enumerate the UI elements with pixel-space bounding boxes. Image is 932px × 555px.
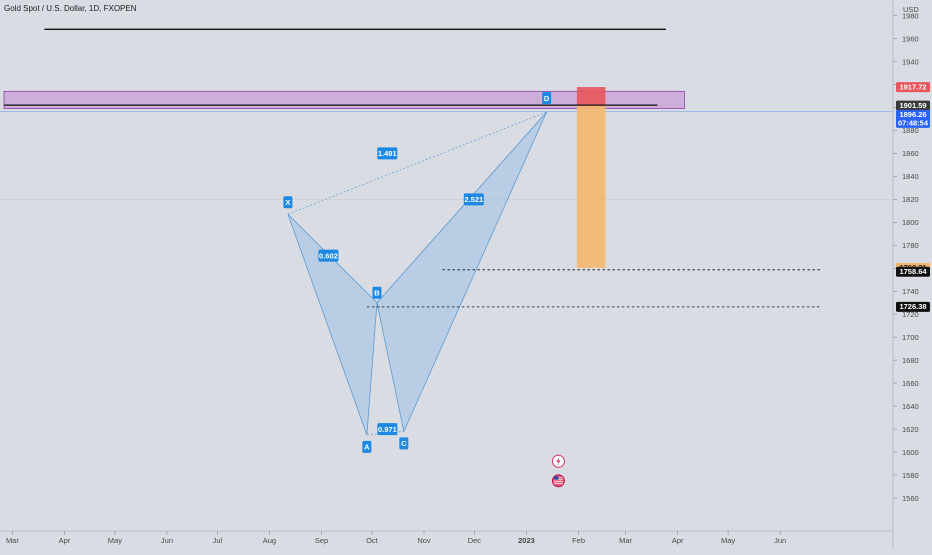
- x-tick-label: May: [721, 536, 735, 545]
- point-label-x: X: [285, 198, 290, 207]
- point-label-a-box: [362, 440, 372, 453]
- x-tick-label: Sep: [315, 536, 328, 545]
- price-tag-box: [896, 109, 930, 128]
- x-tick-label: Mar: [6, 536, 19, 545]
- y-tick-label: 1940: [902, 57, 919, 66]
- ratio-label-abc: 0.971: [378, 425, 397, 434]
- horizontal-lines: [4, 28, 821, 308]
- x-tick-label: May: [108, 536, 122, 545]
- x-tick-label: Jun: [161, 536, 173, 545]
- price-tag-value: 1896.26: [899, 110, 926, 119]
- point-label-a: A: [364, 443, 370, 452]
- x-tick-label: Mar: [619, 536, 632, 545]
- flag-canton: [553, 476, 559, 480]
- y-tick-label: 1980: [902, 11, 919, 20]
- y-tick-label: 1660: [902, 379, 919, 388]
- price-tag-value: 1901.59: [899, 101, 926, 110]
- x-tick-label: Dec: [468, 536, 482, 545]
- price-tag-countdown: 07:48:54: [898, 118, 929, 127]
- y-tick-label: 1800: [902, 218, 919, 227]
- point-label-d: D: [544, 94, 550, 103]
- ratio-label-xab: 0.602: [319, 251, 338, 260]
- lightning-glyph: [556, 457, 561, 466]
- y-tick-label: 1780: [902, 241, 919, 250]
- time-axis[interactable]: Mar Apr May Jun Jul Aug Sep Oct Nov Dec 2023 Feb Mar…: [6, 531, 786, 545]
- price-tag-box: [896, 266, 930, 277]
- price-tag-value: 1917.72: [899, 82, 926, 91]
- ratio-label-xd: 1.491: [378, 149, 397, 158]
- x-tick-label: 2023: [518, 536, 535, 545]
- y-tick-label: 1640: [902, 402, 919, 411]
- ratio-label-bcd: 2.521: [464, 195, 483, 204]
- price-tag-value: 1758.64: [899, 267, 927, 276]
- point-label-c-box: [399, 437, 409, 450]
- y-tick-label: 1620: [902, 425, 919, 434]
- point-label-b: B: [374, 289, 380, 298]
- x-tick-label: Jul: [213, 536, 223, 545]
- y-tick-label: 1740: [902, 287, 919, 296]
- y-tick-label: 1840: [902, 172, 919, 181]
- x-tick-label: Apr: [59, 536, 71, 545]
- price-tags: 1917.721901.591896.2607:48:541760.311758…: [896, 82, 930, 312]
- ratio-label-xab-box: [318, 249, 339, 262]
- ratio-label-bcd-box: [463, 193, 484, 206]
- pattern-bd-line: [376, 111, 547, 303]
- ratio-label-abc-box: [377, 423, 398, 436]
- x-tick-label: Jun: [774, 536, 786, 545]
- point-label-b-box: [372, 286, 382, 299]
- y-tick-label: 1600: [902, 448, 919, 457]
- x-tick-label: Aug: [263, 536, 276, 545]
- grid: [0, 111, 893, 200]
- stop-zone: [576, 87, 606, 106]
- currency-label: USD: [903, 5, 919, 14]
- y-tick-label: 1860: [902, 149, 919, 158]
- harmonic-pattern: [287, 111, 548, 436]
- ratio-label-xd-box: [377, 147, 398, 160]
- y-tick-label: 1720: [902, 310, 919, 319]
- y-tick-label: 1580: [902, 471, 919, 480]
- price-tag-box: [896, 100, 930, 111]
- y-tick-label: 1880: [902, 126, 919, 135]
- price-tag-box: [896, 301, 930, 312]
- chart-title: Gold Spot / U.S. Dollar, 1D, FXOPEN: [4, 4, 137, 13]
- x-tick-label: Nov: [417, 536, 431, 545]
- x-tick-label: Apr: [672, 536, 684, 545]
- price-tag-box: [896, 82, 930, 93]
- y-tick-label: 1560: [902, 494, 919, 503]
- point-label-c: C: [401, 439, 407, 448]
- point-label-d-box: [542, 92, 552, 105]
- x-tick-label: Feb: [572, 536, 585, 545]
- event-icons[interactable]: [551, 454, 565, 488]
- y-tick-label: 1820: [902, 195, 919, 204]
- y-tick-label: 1680: [902, 356, 919, 365]
- pattern-labels: X A B C D 1.491 0.602 2.521 0.971: [283, 92, 552, 453]
- target-zone: [576, 105, 606, 268]
- price-tag-value: 1726.38: [899, 302, 926, 311]
- y-tick-label: 1700: [902, 333, 919, 342]
- resistance-zone: [3, 90, 685, 109]
- pattern-bcd-triangle: [376, 111, 548, 433]
- zones: [3, 87, 685, 268]
- point-label-x-box: [283, 196, 293, 209]
- y-tick-label: 1960: [902, 34, 919, 43]
- x-tick-label: Oct: [366, 536, 379, 545]
